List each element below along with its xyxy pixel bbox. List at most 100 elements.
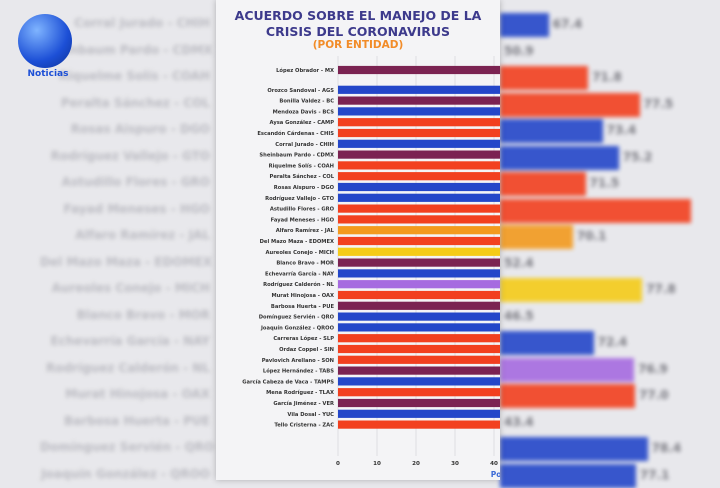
bar — [338, 280, 500, 289]
category-label: Murat Hinojosa - OAX — [271, 293, 334, 299]
bar — [338, 96, 500, 105]
background-label: Alfaro Ramírez - JAL — [75, 228, 210, 242]
bar — [338, 344, 500, 354]
background-bar — [500, 92, 640, 117]
bar — [338, 193, 500, 202]
background-value: 71.5 — [589, 176, 620, 190]
background-value: 43.4 — [504, 414, 534, 429]
bar — [338, 128, 500, 138]
category-label: Ordaz Coppel - SIN — [279, 347, 334, 353]
category-label: Sheinbaum Pardo - CDMX — [259, 153, 334, 159]
category-label: Domínguez Servién - QRO — [259, 314, 335, 321]
x-tick-label: 40 — [490, 461, 498, 467]
category-label: Aysa González - CAMP — [269, 119, 334, 126]
background-label: Echevarría García - NAY — [50, 334, 210, 348]
category-label: Mendoza Davis - BCS — [273, 109, 335, 115]
background-bar — [500, 13, 549, 37]
background-label: Aureoles Conejo - MICH — [51, 281, 210, 295]
background-label: Riquelme Solís - COAH — [58, 69, 210, 83]
category-label: García Cabeza de Vaca - TAMPS — [242, 378, 334, 385]
background-bar — [500, 66, 589, 90]
background-value: 71.8 — [592, 70, 622, 84]
background-bar — [500, 463, 636, 488]
category-label: Astudillo Flores - GRO — [270, 207, 335, 213]
chart-subtitle: (POR ENTIDAD) — [312, 39, 404, 51]
bar-chart: 0102030405060708090PorcentajeLópez Obrad… — [242, 56, 500, 479]
background-label: Fayad Meneses - HGO — [63, 201, 210, 216]
bar — [338, 377, 500, 386]
background-label: Rodríguez Vallejo - GTO — [50, 148, 210, 163]
background-bar — [500, 198, 691, 223]
category-label: Alfaro Ramírez - JAL — [276, 227, 335, 234]
background-value: 67.4 — [552, 17, 583, 31]
bar — [338, 161, 500, 170]
x-tick-label: 0 — [336, 461, 340, 467]
bar — [338, 323, 500, 332]
background-label: Corral Jurado - CHIH — [74, 16, 210, 30]
bar — [338, 172, 500, 181]
bar — [338, 236, 500, 246]
bar — [338, 139, 500, 148]
category-label: Barbosa Huerta - PUE — [271, 304, 335, 310]
background-bar — [500, 119, 603, 143]
category-label: García Jiménez - VER — [273, 400, 334, 407]
category-label: Peralta Sánchez - COL — [270, 173, 335, 180]
bar — [338, 182, 500, 192]
background-label: Joaquín González - QROO — [41, 466, 210, 481]
background-bar — [500, 357, 635, 382]
background-label: Rosas Aispuro - DGO — [70, 122, 210, 136]
background-value: 76.9 — [638, 361, 668, 376]
category-label: Aureoles Conejo - MICH — [266, 250, 334, 256]
background-label: Rodríguez Calderón - NL — [45, 360, 210, 375]
bar — [338, 301, 500, 310]
x-axis-label: Porcentaje — [491, 470, 500, 479]
background-bar — [500, 278, 643, 302]
background-label: Barbosa Huerta - PUE — [64, 413, 210, 428]
category-label: Escandón Cárdenas - CHIS — [257, 130, 334, 137]
background-value: 72.4 — [597, 335, 628, 349]
category-label: Rodríguez Calderón - NL — [263, 281, 335, 288]
background-label: Peralta Sánchez - COL — [60, 95, 210, 110]
category-label: Del Mazo Maza - EDOMEX — [260, 239, 334, 245]
category-label: Rosas Aispuro - DGO — [274, 185, 335, 191]
background-label: Murat Hinojosa - OAX — [65, 387, 210, 401]
background-value: 52.4 — [504, 255, 534, 270]
category-label: Joaquín González - QROO — [260, 324, 335, 331]
bar — [338, 355, 500, 364]
bar — [338, 150, 500, 159]
background-value: 73.4 — [606, 123, 637, 137]
background-label: Blanco Bravo - MOR — [76, 307, 210, 322]
bar — [338, 107, 500, 116]
bar — [338, 65, 500, 75]
x-tick-label: 20 — [412, 461, 420, 467]
category-label: Carreras López - SLP — [273, 335, 334, 342]
bar — [338, 366, 500, 375]
category-label: Riquelme Solís - COAH — [269, 162, 334, 169]
bar — [338, 312, 500, 321]
category-label: Fayad Meneses - HGO — [271, 217, 335, 223]
bar — [338, 409, 500, 418]
category-label: Rodríguez Vallejo - GTO — [265, 195, 334, 202]
news-logo: Noticias — [18, 14, 76, 79]
background-value: 77.0 — [639, 388, 669, 402]
category-label: Tello Cristerna - ZAC — [274, 423, 334, 429]
category-label: Blanco Bravo - MOR — [276, 261, 334, 267]
background-bar — [500, 172, 586, 196]
chart-panel: ACUERDO SOBRE EL MANEJO DE LA CRISIS DEL… — [216, 0, 500, 480]
background-value: 78.4 — [651, 441, 682, 455]
background-value: 70.1 — [576, 229, 607, 243]
bar — [338, 226, 500, 235]
category-label: Corral Jurado - CHIH — [275, 142, 334, 148]
bar — [338, 247, 500, 256]
category-label: López Hernández - TABS — [263, 368, 334, 375]
x-tick-label: 10 — [373, 461, 381, 467]
bar — [338, 85, 500, 94]
background-label: Domínguez Servién - QRO — [40, 440, 215, 454]
bar — [338, 215, 500, 224]
background-bar — [500, 145, 619, 170]
background-value: 75.2 — [622, 149, 653, 164]
background-bar — [500, 437, 648, 461]
logo-brand-text: Noticias — [27, 69, 69, 79]
chart-title-line1: ACUERDO SOBRE EL MANEJO DE LA — [234, 8, 482, 23]
